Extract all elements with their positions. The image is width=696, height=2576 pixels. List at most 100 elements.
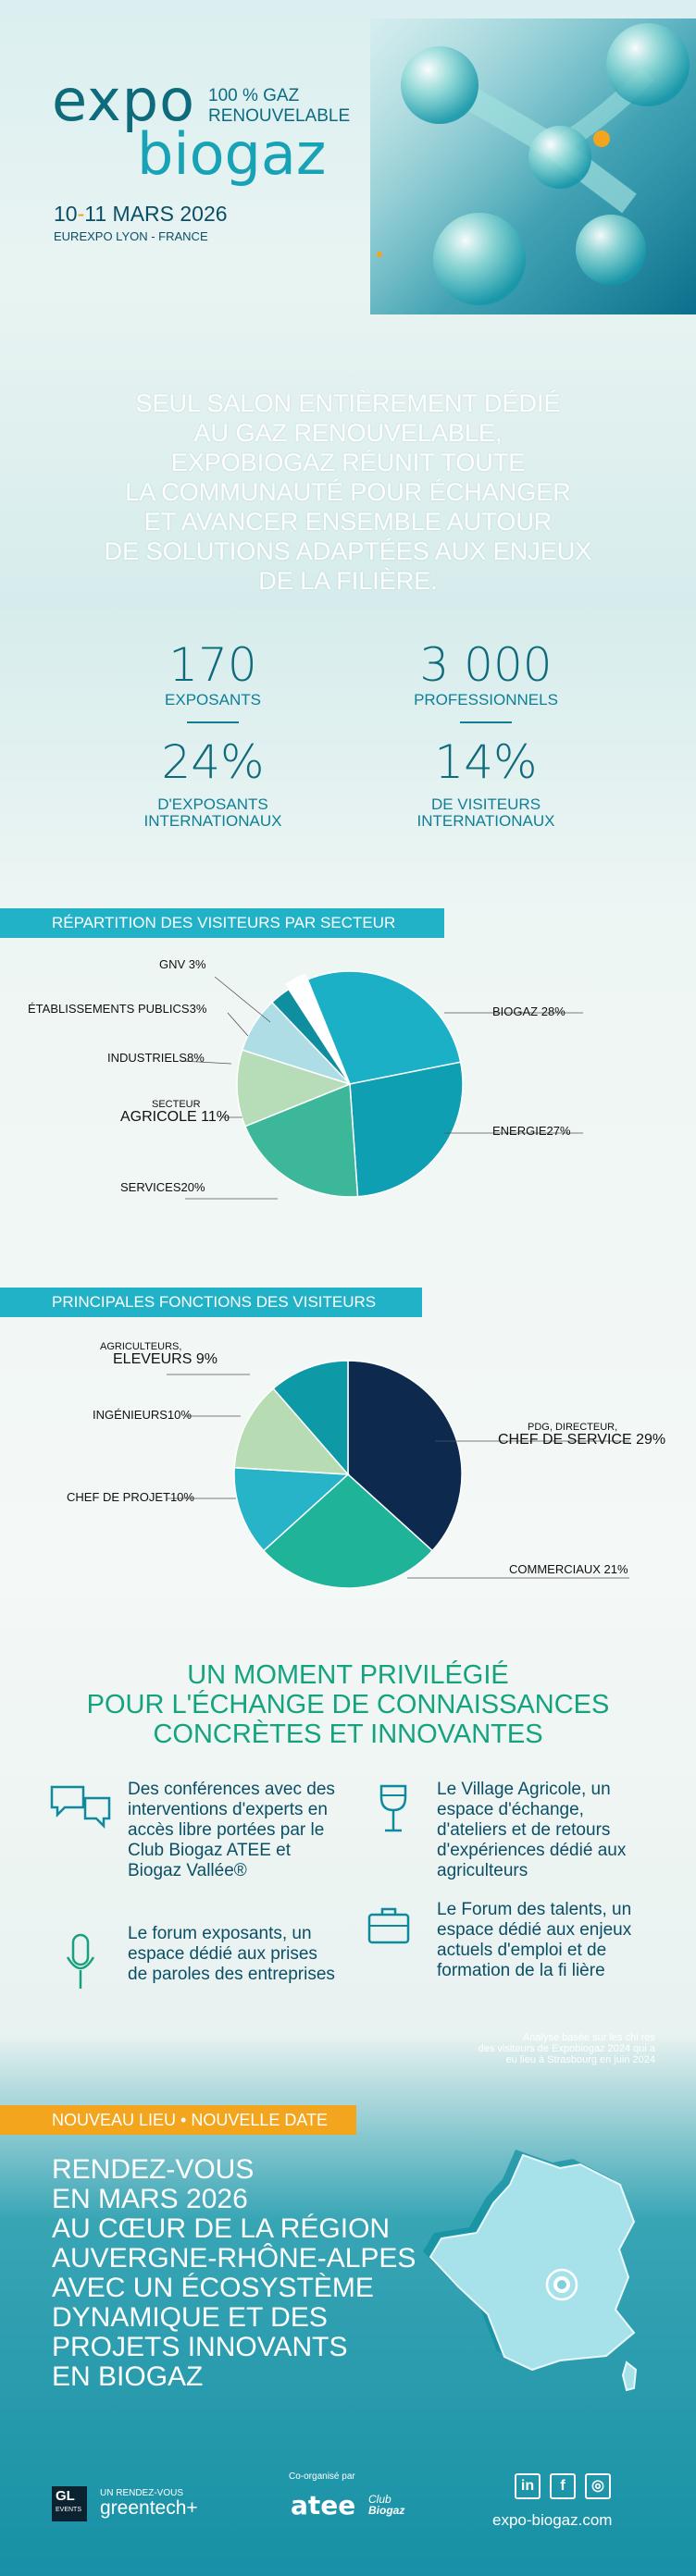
rendezvous-text: RENDEZ-VOUS EN MARS 2026 AU CŒUR DE LA R… xyxy=(52,2155,441,2392)
leader-line xyxy=(214,976,271,1023)
stat-value: 3 000 xyxy=(419,638,553,692)
instagram-icon[interactable]: ◎ xyxy=(585,2473,611,2499)
moment-title-line: UN MOMENT PRIVILÉGIÉ xyxy=(187,1660,509,1690)
footnote-line: Analyse basée sur les chi res xyxy=(522,2032,655,2043)
stat-label: PROFESSIONNELS xyxy=(414,691,558,709)
gl-badge: GL EVENTS xyxy=(52,2486,87,2521)
label-pdg-big: CHEF DE SERVICE 29% xyxy=(498,1432,666,1448)
website-link[interactable]: expo-biogaz.com xyxy=(492,2511,613,2529)
club-label: Club xyxy=(368,2493,392,2506)
stat-value: 170 xyxy=(168,638,257,692)
pie-slice-secteur-agricole xyxy=(236,1049,353,1128)
stat-professionnels: 3 000 PROFESSIONNELS xyxy=(366,638,606,723)
section-tag-sector: RÉPARTITION DES VISITEURS PAR SECTEUR xyxy=(0,908,444,938)
sector-pie-chart xyxy=(180,970,583,1200)
pie-slice-energie xyxy=(349,1061,464,1198)
event-dates: 10-11 MARS 2026 xyxy=(54,202,228,227)
label-pdg-small: PDG, DIRECTEUR, xyxy=(528,1422,618,1433)
tagline-line-2: RENOUVELABLE xyxy=(208,106,351,126)
rendezvous-label: UN RENDEZ-VOUS xyxy=(100,2488,184,2498)
label-agricole: SECTEUR AGRICOLE 11% xyxy=(120,1100,230,1126)
microphone-icon xyxy=(66,1933,95,1989)
section-tag-new: NOUVEAU LIEU • NOUVELLE DATE xyxy=(0,2105,356,2135)
label-publics: ÉTABLISSEMENTS PUBLICS3% xyxy=(28,1002,207,1016)
rdv-line: DYNAMIQUE ET DES xyxy=(52,2302,328,2333)
intro-line: ET AVANCER ENSEMBLE AUTOUR xyxy=(143,508,553,536)
date-rest: 11 MARS 2026 xyxy=(84,202,228,226)
pie-slice-commerciaux xyxy=(262,1473,434,1589)
stat-divider xyxy=(460,721,512,723)
hero-banner: expo biogaz 100 % GAZ RENOUVELABLE 10-11… xyxy=(0,0,696,333)
date-day1: 10 xyxy=(54,202,78,226)
intro-line: SEUL SALON ENTIÈREMENT DÉDIÉ xyxy=(135,389,561,417)
gl-badge-sub: EVENTS xyxy=(56,2507,82,2513)
wine-glass-icon xyxy=(379,1784,407,1832)
rdv-line: PROJETS INNOVANTS xyxy=(52,2332,348,2362)
label-biogaz: BIOGAZ 28% xyxy=(492,1005,566,1018)
france-map xyxy=(423,2150,638,2392)
moment-title: UN MOMENT PRIVILÉGIÉ POUR L'ÉCHANGE DE C… xyxy=(56,1660,640,1749)
stat-label: D'EXPOSANTS xyxy=(157,795,268,813)
label-agricole-big: AGRICOLE 11% xyxy=(120,1109,230,1125)
feature-conferences: Des conférences avec des interventions d… xyxy=(128,1780,335,1880)
gl-badge-text: GL xyxy=(56,2488,75,2504)
stat-label-2: INTERNATIONAUX xyxy=(416,812,555,830)
coorg-label: Co-organisé par xyxy=(289,2471,355,2482)
atee-logo: atee xyxy=(291,2490,356,2521)
feature-forum-exposants: Le forum exposants, un espace dédié aux … xyxy=(128,1924,335,1984)
intro-line: AU GAZ RENOUVELABLE, xyxy=(193,419,503,447)
label-agriculteurs-big: ELEVEURS 9% xyxy=(113,1351,218,1367)
label-ingenieurs: INGÉNIEURS10% xyxy=(93,1408,192,1422)
label-commerciaux: COMMERCIAUX 21% xyxy=(509,1562,628,1576)
label-chef-projet: CHEF DE PROJET10% xyxy=(67,1490,194,1504)
pie-slice-agriculteurs-eleveurs xyxy=(272,1360,349,1477)
stat-exposants-internationaux: 24% D'EXPOSANTS INTERNATIONAUX xyxy=(93,735,333,830)
functions-pie-chart xyxy=(167,1360,629,1589)
intro-text: SEUL SALON ENTIÈREMENT DÉDIÉ AU GAZ RENO… xyxy=(74,388,622,596)
tagline-line-1: 100 % GAZ xyxy=(208,86,300,105)
facebook-icon[interactable]: f xyxy=(550,2473,576,2499)
intro-line: DE SOLUTIONS ADAPTÉES AUX ENJEUX xyxy=(104,537,592,565)
pie-slice-pdg-directeur-chef-de-service xyxy=(347,1360,463,1552)
stat-value: 24% xyxy=(161,735,265,789)
date-separator: - xyxy=(77,202,85,226)
logo-expo: expo xyxy=(52,67,196,134)
label-services: SERVICES20% xyxy=(120,1180,205,1194)
moment-title-line: POUR L'ÉCHANGE DE CONNAISSANCES xyxy=(86,1690,610,1719)
stat-visiteurs-internationaux: 14% DE VISITEURS INTERNATIONAUX xyxy=(366,735,606,830)
rdv-line: RENDEZ-VOUS xyxy=(52,2154,255,2185)
label-energie: ENERGIE27% xyxy=(492,1124,571,1138)
linkedin-icon[interactable]: in xyxy=(515,2473,541,2499)
rdv-line: AUVERGNE-RHÔNE-ALPES xyxy=(52,2243,416,2274)
footnote-line: des visiteurs de Expobiogaz 2024 qui a xyxy=(478,2043,655,2054)
pie-slice-chef-de-projet xyxy=(233,1466,350,1552)
label-gnv: GNV 3% xyxy=(159,957,206,971)
pie-slice-biogaz xyxy=(306,970,462,1085)
leader-line xyxy=(227,1012,249,1037)
intro-line: EXPOBIOGAZ RÉUNIT TOUTE xyxy=(170,449,526,476)
speech-bubbles-icon xyxy=(50,1785,111,1830)
briefcase-icon xyxy=(367,1907,410,1944)
stat-label-2: INTERNATIONAUX xyxy=(143,812,282,830)
tagline: 100 % GAZ RENOUVELABLE xyxy=(208,86,393,127)
stat-value: 14% xyxy=(434,735,538,789)
logo-biogaz: biogaz xyxy=(137,120,327,188)
label-agriculteurs-small: AGRICULTEURS, xyxy=(100,1341,182,1352)
intro-line: DE LA FILIÈRE. xyxy=(258,567,438,595)
label-agricole-small: SECTEUR xyxy=(152,1099,201,1110)
social-links: in f ◎ xyxy=(515,2473,620,2499)
rdv-line: AVEC UN ÉCOSYSTÈME xyxy=(52,2273,374,2303)
leader-line xyxy=(180,1060,232,1065)
pie-slice-services xyxy=(243,1082,359,1198)
rdv-line: EN MARS 2026 xyxy=(52,2184,248,2214)
label-agriculteurs: AGRICULTEURS, ELEVEURS 9% xyxy=(96,1342,218,1368)
stat-exposants: 170 EXPOSANTS xyxy=(93,638,333,723)
label-industriels: INDUSTRIELS8% xyxy=(107,1051,205,1065)
stat-label: DE VISITEURS xyxy=(430,795,541,813)
moment-title-line: CONCRÈTES ET INNOVANTES xyxy=(153,1719,543,1749)
pie-slice-ing-nieurs xyxy=(233,1387,350,1475)
biogaz-label: Biogaz xyxy=(368,2504,405,2517)
greentech-logo: greentech+ xyxy=(100,2497,198,2519)
rdv-line: EN BIOGAZ xyxy=(52,2361,204,2392)
intro-line: LA COMMUNAUTÉ POUR ÉCHANGER xyxy=(125,478,571,506)
